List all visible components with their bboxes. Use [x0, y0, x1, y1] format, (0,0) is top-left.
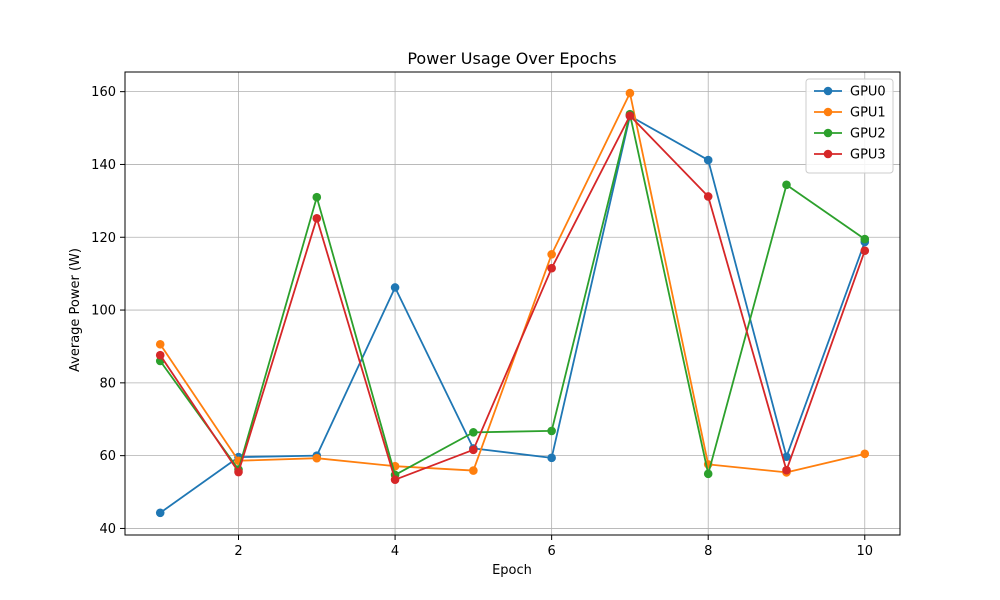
legend-swatch-marker — [823, 86, 833, 96]
legend-item-gpu0: GPU0 — [814, 85, 886, 100]
data-point — [625, 88, 635, 98]
data-point — [155, 339, 165, 349]
data-point — [469, 445, 478, 455]
chart-title: Power Usage Over Epochs — [407, 49, 616, 68]
data-point — [155, 350, 165, 360]
legend-item-gpu2: GPU2 — [814, 127, 886, 142]
data-point — [547, 426, 556, 436]
y-tick-label: 80 — [99, 376, 116, 391]
legend-item-gpu1: GPU1 — [814, 106, 886, 121]
y-tick-label: 160 — [91, 85, 116, 100]
data-point — [860, 449, 870, 459]
legend-box — [805, 78, 894, 174]
y-tick-label: 100 — [91, 304, 116, 319]
data-point — [782, 180, 791, 190]
data-point — [703, 155, 713, 165]
data-point — [782, 452, 791, 462]
y-tick-label: 140 — [91, 158, 116, 173]
x-axis-title: Epoch — [492, 563, 532, 578]
y-tick-label: 60 — [99, 449, 116, 464]
data-point — [860, 246, 870, 256]
data-point — [547, 263, 556, 273]
legend-swatch-marker — [823, 149, 833, 159]
y-tick-label: 120 — [91, 231, 116, 246]
data-point — [155, 508, 165, 518]
data-point — [312, 192, 322, 202]
series-lines — [155, 88, 870, 518]
x-tick-label: 8 — [704, 544, 712, 559]
y-tick-label: 40 — [99, 522, 116, 537]
data-point — [469, 428, 478, 437]
legend-label: GPU1 — [850, 106, 886, 121]
y-axis-title: Average Power (W) — [68, 248, 83, 372]
x-tick-label: 10 — [856, 544, 873, 559]
legend-label: GPU2 — [850, 127, 886, 142]
data-point — [390, 475, 400, 484]
series-line — [159, 92, 865, 474]
data-point — [312, 453, 322, 463]
data-point — [312, 214, 322, 223]
legend: GPU0 GPU1 GPU2 GPU3 — [805, 78, 894, 174]
data-point — [782, 465, 791, 475]
data-point — [703, 192, 713, 201]
data-point — [234, 467, 243, 477]
x-tick-label: 2 — [234, 544, 242, 559]
x-tick-label: 6 — [548, 544, 556, 559]
series-line — [159, 115, 866, 514]
legend-item-gpu3: GPU3 — [814, 148, 886, 163]
data-point — [469, 466, 478, 475]
data-point — [547, 250, 556, 259]
legend-label: GPU3 — [850, 148, 886, 163]
data-point — [625, 111, 635, 120]
series-line — [159, 114, 866, 481]
grid-lines — [125, 72, 900, 535]
data-point — [860, 234, 870, 244]
legend-swatch-marker — [823, 107, 833, 117]
axis-ticks: 2 4 6 8 10 40 60 80 100 120 140 160 — [91, 85, 873, 559]
plot-frame — [124, 71, 901, 536]
data-point — [703, 469, 713, 479]
legend-swatch-marker — [823, 128, 833, 138]
series-gpu2 — [155, 109, 870, 480]
x-tick-label: 4 — [391, 544, 399, 559]
series-gpu3 — [155, 111, 870, 484]
series-line — [159, 113, 866, 476]
data-point — [390, 283, 400, 292]
legend-label: GPU0 — [850, 85, 886, 100]
data-point — [547, 453, 556, 463]
